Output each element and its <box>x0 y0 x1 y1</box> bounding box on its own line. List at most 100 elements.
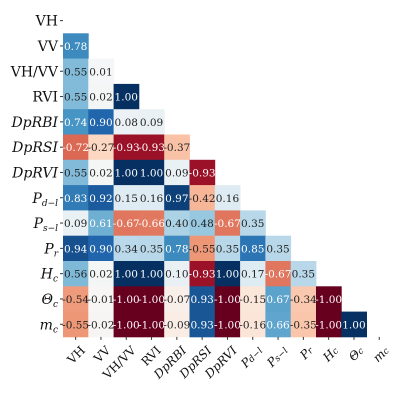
cell-10-7: 0.17 <box>240 261 266 287</box>
row-label: Pd−l <box>31 191 58 209</box>
cell-value-label: 0.15 <box>115 193 138 205</box>
heatmap-cell <box>214 185 241 211</box>
heatmap-cell <box>240 210 266 237</box>
cell-value-label: -0.09 <box>163 319 190 331</box>
cell-7-1: 0.92 <box>88 185 114 211</box>
cell-9-3: 0.35 <box>138 235 165 262</box>
cell-4-0: 0.74 <box>63 109 89 135</box>
cell-value-label: -0.72 <box>62 142 89 154</box>
cell-value-label: 0.35 <box>292 269 315 281</box>
cell-10-0: 0.56 <box>63 261 89 287</box>
cell-value-label: -0.02 <box>87 319 114 331</box>
cell-10-4: 0.10 <box>164 261 190 287</box>
heatmap-cell <box>214 210 241 237</box>
heatmap-cell <box>164 134 190 161</box>
cell-12-5: 0.93 <box>189 311 216 338</box>
heatmap-cell <box>63 185 89 211</box>
cell-9-1: 0.90 <box>88 235 114 262</box>
column-label: Pd−l <box>237 343 265 371</box>
cell-value-label: 0.93 <box>190 319 213 331</box>
cell-3-2: 1.00 <box>113 83 140 110</box>
heatmap-cell <box>138 109 165 135</box>
heatmap-cell <box>138 286 165 312</box>
cell-10-9: 0.35 <box>290 261 317 287</box>
cell-value-label: 0.97 <box>165 193 188 205</box>
heatmap-cell <box>63 311 89 338</box>
cell-12-2: -1.00 <box>113 311 140 338</box>
heatmap-cell <box>88 235 114 262</box>
heatmap-cell <box>214 235 241 262</box>
heatmap-cell <box>164 159 190 186</box>
cell-7-5: -0.42 <box>189 185 216 211</box>
cell-8-0: 0.09 <box>63 210 89 237</box>
cell-1-0: 0.78 <box>63 33 89 59</box>
heatmap-cell <box>189 210 216 237</box>
cell-6-1: 0.02 <box>88 159 114 186</box>
heatmap-cell <box>164 210 190 237</box>
row-label: VH <box>35 14 58 30</box>
cell-value-label: 0.66 <box>266 319 290 331</box>
heatmap-cell <box>214 311 241 338</box>
heatmap-cell <box>290 261 317 287</box>
cell-value-label: 0.90 <box>89 243 112 255</box>
cell-value-label: -0.55 <box>62 319 89 331</box>
cell-value-label: 0.02 <box>89 269 112 281</box>
cell-value-label: 0.78 <box>165 243 188 255</box>
cell-value-label: -0.93 <box>113 142 140 154</box>
heatmap-cell <box>63 33 89 59</box>
cell-value-label: -0.67 <box>214 218 241 230</box>
row-labels: VH VV VH/VV RVI DpRBI DpRSI DpRVI Pd−l Ps−l Pr Hc Θ… <box>10 14 63 335</box>
cell-value-label: 0.90 <box>89 117 112 129</box>
cell-value-label: 1.00 <box>342 319 365 331</box>
cell-9-5: -0.55 <box>189 235 216 262</box>
cell-value-label: -1.00 <box>113 294 140 306</box>
row-label: DpRVI <box>11 165 58 181</box>
cell-12-10: -1.00 <box>315 311 342 338</box>
cell-value-label: -0.67 <box>113 218 140 230</box>
column-label: Hc <box>319 343 341 365</box>
heatmap-cell <box>189 311 216 338</box>
cell-6-0: 0.55 <box>63 159 89 186</box>
heatmap-cell <box>88 311 114 338</box>
cell-value-label: -0.07 <box>163 294 190 306</box>
cell-10-1: 0.02 <box>88 261 114 287</box>
cell-value-label: -1.00 <box>214 294 241 306</box>
row-label: VH/VV <box>10 64 59 80</box>
cell-11-7: -0.15 <box>239 286 266 312</box>
cell-10-3: 1.00 <box>138 261 165 287</box>
row-label: DpRBI <box>10 115 58 131</box>
cell-value-label: -0.67 <box>265 269 292 281</box>
cell-value-label: 0.10 <box>165 269 188 281</box>
cell-value-label: -0.93 <box>189 167 216 179</box>
heatmap-cell <box>240 235 266 262</box>
cell-2-1: 0.01 <box>88 58 114 85</box>
cell-value-label: 0.09 <box>64 218 87 230</box>
cell-8-2: -0.67 <box>113 210 140 237</box>
heatmap-cell <box>138 134 165 161</box>
cell-10-5: -0.93 <box>189 261 216 287</box>
row-label: VV <box>37 39 59 55</box>
row-label: Hc <box>40 267 58 285</box>
heatmap-cell <box>88 58 114 85</box>
cell-8-1: 0.61 <box>88 210 114 237</box>
cell-value-label: 0.35 <box>216 243 239 255</box>
heatmap-cell <box>113 159 140 186</box>
cell-value-label: -0.42 <box>189 193 216 205</box>
cell-value-label: 0.09 <box>165 167 188 179</box>
heatmap-cell <box>113 235 140 262</box>
cell-value-label: 0.92 <box>89 193 112 205</box>
heatmap-cell <box>63 286 89 312</box>
heatmap-cell <box>164 185 190 211</box>
cell-value-label: 1.00 <box>115 92 138 104</box>
cell-value-label: 0.48 <box>190 218 213 230</box>
cell-12-8: 0.66 <box>265 311 292 338</box>
row-label: RVI <box>32 90 58 106</box>
heatmap-cell <box>189 235 216 262</box>
cell-value-label: -0.34 <box>290 294 317 306</box>
cell-11-1: -0.01 <box>87 286 114 312</box>
heatmap-cell <box>189 261 216 287</box>
cell-value-label: 0.16 <box>216 193 240 205</box>
heatmap-cell <box>240 311 266 338</box>
cell-4-3: 0.09 <box>138 109 165 135</box>
cell-value-label: -1.00 <box>214 319 241 331</box>
